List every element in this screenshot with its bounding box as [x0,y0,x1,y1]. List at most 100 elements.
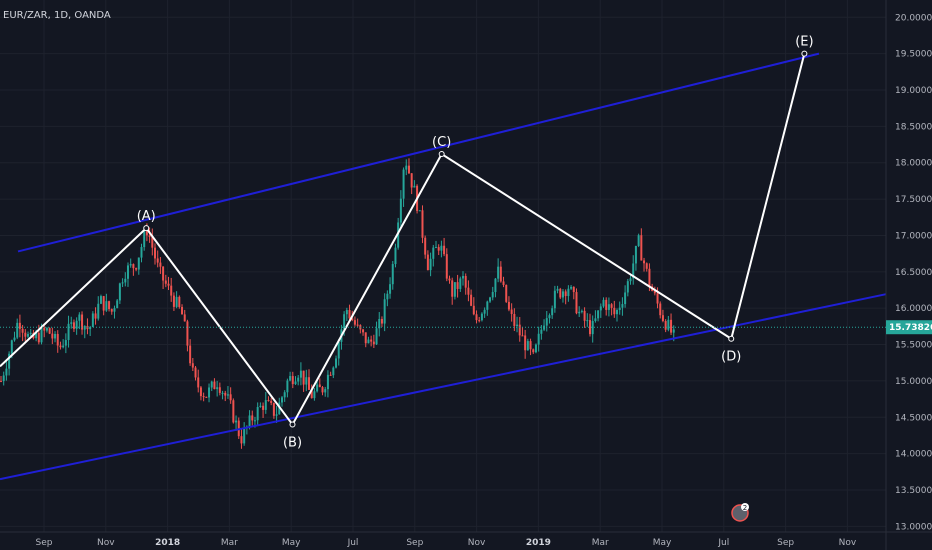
candle-body [629,278,632,282]
price-tick-label: 13.50000 [895,486,932,496]
candle-body [21,328,24,333]
candle-body [472,305,475,315]
candle-body [294,381,297,385]
candle-body [181,306,184,315]
candle-body [570,286,573,289]
candle-body [389,284,392,294]
candle-body [348,310,351,319]
wave-pattern[interactable]: (A) (B) (C) (D) (E) [0,35,814,451]
candle-body [410,173,413,188]
candle-body [367,339,370,344]
candle-body [297,377,300,382]
candle-body [397,222,400,248]
candle-body [270,400,273,403]
events-badge-dot [741,503,749,511]
candle-body [183,314,186,322]
wave-point[interactable] [438,151,445,157]
candle-body [99,296,102,304]
candle-body [429,258,432,271]
candle-body [197,377,200,388]
candle-body [318,384,321,388]
channel-upper-line[interactable] [17,52,820,253]
channel-lower-line[interactable] [0,293,887,481]
candle-body [637,235,640,246]
candle-body [13,337,16,341]
wave-polyline[interactable] [0,53,806,427]
price-tick-label: 19.00000 [895,86,932,96]
candle-body [418,210,421,212]
candle-body [578,311,581,314]
price-tick-label: 17.50000 [895,195,932,205]
trend-channel[interactable] [0,52,887,481]
candle-body [135,268,138,270]
candle-body [110,309,113,312]
candle-body [518,324,521,336]
candle-body [2,375,5,382]
candle-body [440,245,443,251]
candle-body [310,389,313,399]
wave-point[interactable] [143,225,150,232]
candle-body [94,313,97,319]
events-badge[interactable]: 2 [731,503,749,522]
candle-body [421,210,424,238]
wave-point[interactable] [289,421,296,428]
wave-label: (E) [795,35,813,50]
candle-body [567,288,570,297]
wave-label: (C) [432,135,451,150]
candle-body [464,276,467,288]
candle-body [613,307,616,315]
candle-body [264,400,267,410]
candle-body [253,420,256,422]
candle-body [262,405,265,410]
candle-body [343,314,346,330]
candle-body [478,320,481,322]
time-tick-label: May [653,538,672,548]
candle-body [375,328,378,345]
wave-point[interactable] [801,50,808,57]
candle-body [56,333,59,346]
candle-body [321,387,324,393]
candle-body [305,377,308,385]
candle-body [405,165,408,170]
candle-body [191,363,194,368]
wave-point[interactable] [728,335,735,342]
candle-body [240,436,243,444]
candle-body [572,286,575,293]
candle-body [534,344,537,353]
candle-body [5,368,8,376]
candle-body [291,376,294,385]
candle-body [540,329,543,334]
time-tick-label: Nov [839,538,857,548]
candle-body [316,384,319,392]
candle-body [462,276,465,279]
candle-body [586,320,589,322]
candle-body [302,370,305,385]
candle-body [370,339,373,342]
candle-body [399,198,402,223]
candle-body [43,327,46,331]
time-axis[interactable]: Sep Nov 2018 Mar May Jul Sep Nov 2019 Mar May Jul Se… [0,531,932,548]
candle-body [67,323,70,341]
candle-body [283,392,286,398]
candle-body [205,396,208,398]
candle-body [16,322,19,338]
candle-body [664,321,667,330]
candle-body [91,313,94,327]
candle-body [502,281,505,285]
candle-body [172,295,175,307]
candle-body [599,306,602,311]
candle-body [126,265,129,279]
candle-body [335,358,338,368]
candle-body [45,328,48,331]
symbol-title: EUR/ZAR, 1D, OANDA [3,10,111,21]
candle-body [594,318,597,322]
candle-body [259,405,262,408]
candle-body [116,300,119,309]
candle-body [124,278,127,283]
candle-body [148,235,151,237]
candle-body [48,328,51,334]
candle-body [575,292,578,314]
price-tick-label: 17.00000 [895,231,932,241]
